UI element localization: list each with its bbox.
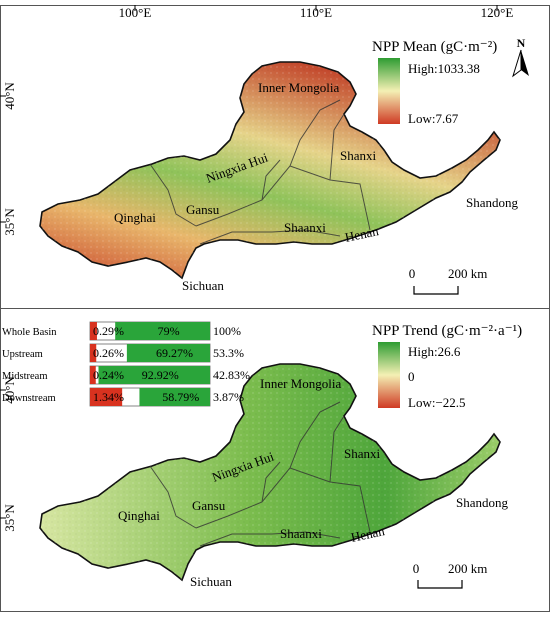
trend-table-row: Upstream 0.26% 69.27% 53.3% [2, 343, 244, 363]
latitude-axis-top: 40°N 35°N [0, 82, 17, 236]
legend-title: NPP Trend (gC·m⁻²·a⁻¹) [372, 323, 522, 339]
legend-low-label: Low:−22.5 [408, 395, 466, 410]
trend-significant-label: 53.3% [213, 346, 244, 360]
trend-table-row: Downstream 1.34% 58.79% 3.87% [2, 387, 244, 407]
trend-row-label: Midstream [2, 371, 48, 382]
lon-label-110: 110°E [300, 5, 332, 20]
lat-label-35-bottom: 35°N [2, 504, 17, 532]
trend-positive-label: 79% [158, 324, 180, 338]
scale-label-zero: 0 [413, 561, 420, 576]
scale-label-zero: 0 [409, 266, 416, 281]
trend-positive-label: 92.92% [142, 368, 179, 382]
trend-positive-bar [139, 388, 210, 406]
region-label: Qinghai [114, 210, 156, 225]
trend-positive-bar [126, 344, 210, 362]
scale-bar-bottom: 0 200 km [413, 561, 487, 589]
trend-negative-label: 1.34% [93, 390, 124, 404]
lon-label-100: 100°E [119, 5, 152, 20]
trend-negative-label: 0.29% [93, 324, 124, 338]
trend-positive-bar [115, 322, 210, 340]
legend-bottom: NPP Trend (gC·m⁻²·a⁻¹) High:26.6 0 Low:−… [372, 323, 522, 410]
trend-negative-label: 0.24% [93, 368, 124, 382]
trend-bar-table: Whole Basin 0.29% 79% 100% Upstream 0.26% 69.2… [2, 321, 250, 407]
legend-colorbar [378, 58, 400, 124]
trend-positive-label: 58.79% [162, 390, 199, 404]
trend-significant-label: 3.87% [213, 390, 244, 404]
legend-top: NPP Mean (gC·m⁻²) High:1033.38 Low:7.67 [372, 39, 497, 126]
lat-label-40-top: 40°N [2, 82, 17, 110]
trend-row-label: Downstream [2, 393, 56, 404]
region-label: Sichuan [190, 574, 232, 589]
trend-negative-bar [90, 344, 97, 362]
lat-label-35-top: 35°N [2, 208, 17, 236]
region-label: Sichuan [182, 278, 224, 293]
lat-label-40-bottom: 40°N [2, 376, 17, 404]
region-label: Gansu [192, 498, 226, 513]
legend-mid-label: 0 [408, 369, 415, 384]
trend-negative-bar [90, 322, 97, 340]
legend-colorbar [378, 342, 400, 408]
region-label: Inner Mongolia [258, 80, 339, 95]
region-label: Henan [350, 523, 387, 545]
region-label: Inner Mongolia [260, 376, 341, 391]
legend-low-label: Low:7.67 [408, 111, 459, 126]
lon-label-120: 120°E [481, 5, 514, 20]
north-arrow-letter: N [517, 36, 526, 50]
scale-bar-top: 0 200 km [409, 266, 487, 295]
region-label: Gansu [186, 202, 220, 217]
region-label: Shandong [456, 495, 509, 510]
province-boundaries-bottom [149, 401, 371, 547]
trend-significant-label: 42.83% [213, 368, 250, 382]
region-label: Qinghai [118, 508, 160, 523]
province-boundaries-top [149, 99, 371, 245]
longitude-axis: 100°E 110°E 120°E [119, 5, 514, 20]
region-label: Henan [344, 223, 381, 245]
scale-label-distance: 200 km [448, 561, 487, 576]
region-label: Shandong [466, 195, 519, 210]
npp-trend-map: Inner Mongolia Ningxia Hui Shanxi Gansu … [39, 363, 509, 589]
region-label: Shanxi [344, 446, 381, 461]
north-arrow: N [512, 36, 529, 78]
trend-positive-label: 69.27% [156, 346, 193, 360]
trend-table-row: Midstream 0.24% 92.92% 42.83% [2, 365, 250, 385]
trend-row-label: Upstream [2, 349, 43, 360]
region-label: Shanxi [340, 148, 377, 163]
legend-title: NPP Mean (gC·m⁻²) [372, 39, 497, 55]
latitude-axis-bottom: 40°N 35°N [0, 376, 17, 532]
trend-positive-bar [98, 366, 210, 384]
region-label: Shaanxi [284, 220, 326, 235]
scale-label-distance: 200 km [448, 266, 487, 281]
trend-negative-label: 0.26% [93, 346, 124, 360]
trend-significant-label: 100% [213, 324, 241, 338]
legend-high-label: High:1033.38 [408, 61, 480, 76]
npp-mean-map: Inner Mongolia Ningxia Hui Shanxi Gansu … [39, 36, 529, 295]
trend-row-label: Whole Basin [2, 327, 57, 338]
trend-negative-bar [90, 366, 96, 384]
region-label: Shaanxi [280, 526, 322, 541]
trend-negative-bar [90, 388, 123, 406]
trend-table-row: Whole Basin 0.29% 79% 100% [2, 321, 241, 341]
legend-high-label: High:26.6 [408, 344, 461, 359]
